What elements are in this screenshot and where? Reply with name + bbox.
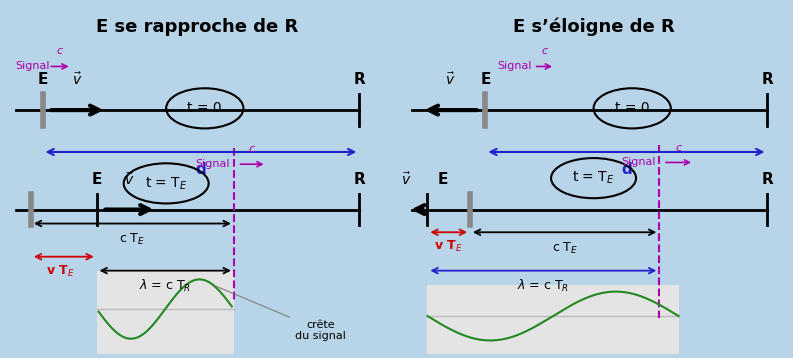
Text: $\vec{v}$: $\vec{v}$ — [446, 72, 456, 88]
Text: $\lambda$ = c T$_R$: $\lambda$ = c T$_R$ — [139, 278, 191, 294]
Text: $\vec{v}$: $\vec{v}$ — [401, 171, 412, 188]
Text: c T$_E$: c T$_E$ — [552, 241, 577, 256]
Text: Signal: Signal — [195, 159, 230, 169]
Text: t = 0: t = 0 — [187, 101, 222, 115]
Text: c: c — [57, 46, 63, 56]
Text: c T$_E$: c T$_E$ — [119, 232, 145, 247]
Text: $\lambda$ = c T$_R$: $\lambda$ = c T$_R$ — [517, 278, 569, 294]
Text: v T$_E$: v T$_E$ — [46, 263, 75, 279]
Text: Signal: Signal — [497, 62, 531, 72]
Text: t = T$_E$: t = T$_E$ — [145, 175, 187, 192]
Text: R: R — [354, 172, 365, 187]
Text: v T$_E$: v T$_E$ — [435, 239, 463, 254]
Text: E: E — [438, 172, 448, 187]
Text: t = T$_E$: t = T$_E$ — [573, 170, 615, 187]
Text: t = 0: t = 0 — [615, 101, 649, 115]
Text: c: c — [541, 46, 547, 56]
Text: E: E — [481, 72, 491, 87]
Text: d: d — [621, 163, 632, 178]
Text: Signal: Signal — [16, 62, 50, 72]
Text: $\vec{v}$: $\vec{v}$ — [72, 72, 82, 88]
Text: E s’éloigne de R: E s’éloigne de R — [513, 18, 674, 36]
Text: $\vec{v}$: $\vec{v}$ — [125, 171, 135, 188]
Text: E: E — [91, 172, 102, 187]
Text: c: c — [676, 143, 682, 153]
Text: Signal: Signal — [621, 158, 655, 168]
Text: E se rapproche de R: E se rapproche de R — [96, 18, 298, 35]
Bar — [427, 285, 679, 354]
Text: R: R — [761, 72, 773, 87]
Text: c: c — [249, 144, 255, 154]
Bar — [97, 271, 234, 354]
Text: crête
du signal: crête du signal — [216, 286, 346, 341]
Text: E: E — [37, 72, 48, 87]
Text: R: R — [761, 172, 773, 187]
Text: d: d — [196, 163, 206, 178]
Text: R: R — [354, 72, 365, 87]
